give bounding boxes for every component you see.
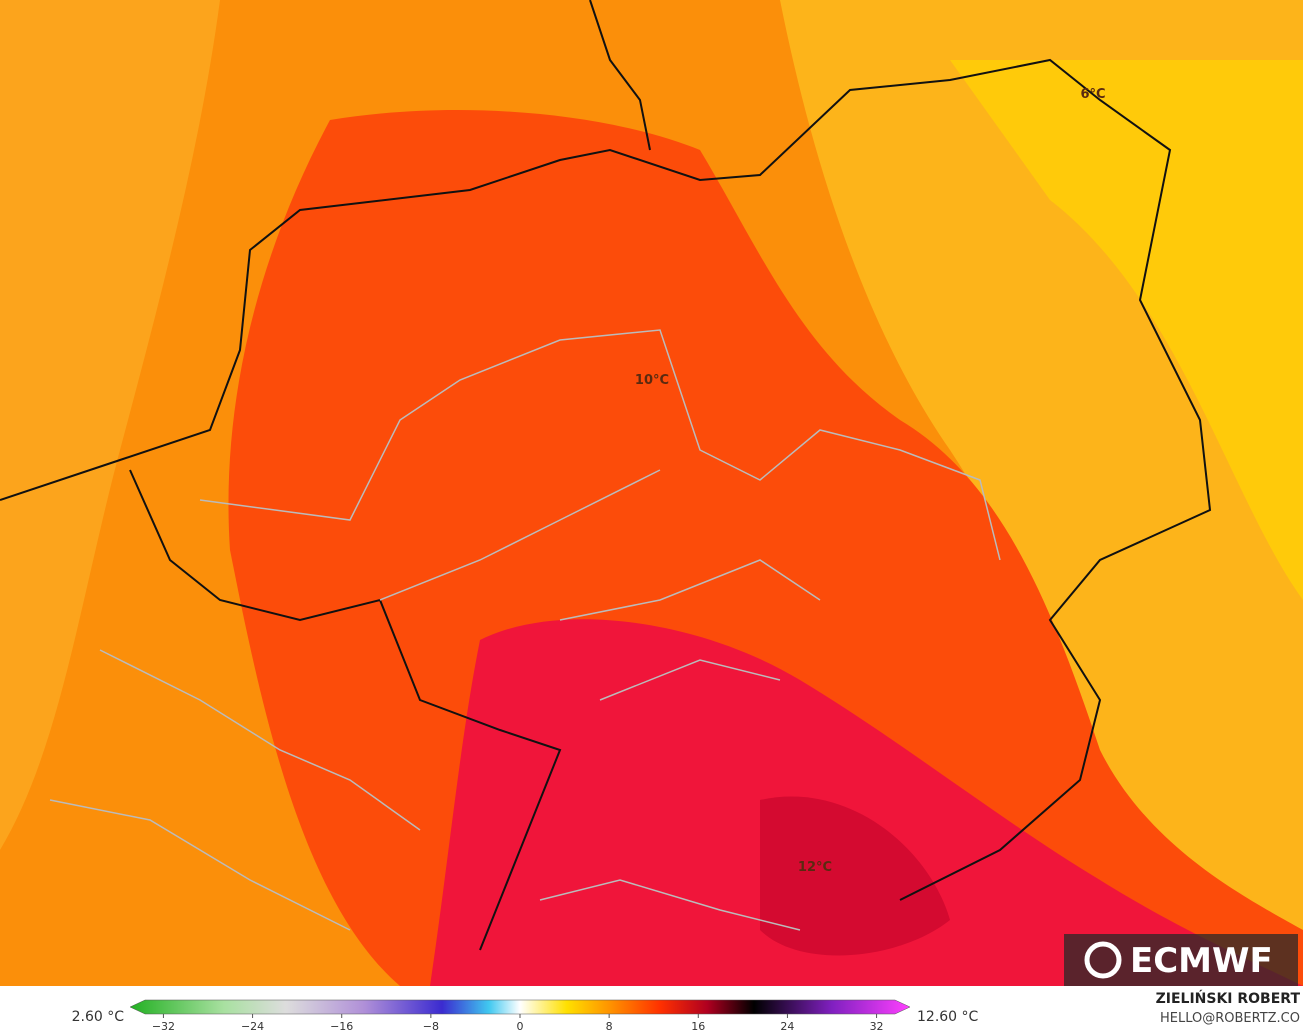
cool-area bbox=[0, 0, 220, 850]
isotherm-label: 6°C bbox=[1080, 87, 1105, 102]
credit-author: ZIELIŃSKI ROBERT bbox=[1156, 989, 1301, 1007]
legend: 2.60 °C 12.60 °C −32 −24 −16 −8 0 8 16 24 32 bbox=[72, 999, 979, 1033]
coldest-area bbox=[950, 60, 1303, 600]
tick-label: 0 bbox=[517, 1020, 524, 1033]
isotherm-label: 10°C bbox=[635, 373, 669, 388]
isotherm-label: 12°C bbox=[798, 860, 832, 875]
tick-label: 24 bbox=[780, 1020, 794, 1033]
credit-contact: HELLO@ROBERTZ.CO bbox=[1160, 1011, 1300, 1026]
tick-label: 8 bbox=[606, 1020, 613, 1033]
tick-label: 32 bbox=[870, 1020, 884, 1033]
colorbar bbox=[129, 999, 911, 1015]
tick-label: −32 bbox=[152, 1020, 175, 1033]
legend-max: 12.60 °C bbox=[917, 1009, 979, 1025]
tick-label: −24 bbox=[241, 1020, 264, 1033]
tick-label: −8 bbox=[423, 1020, 439, 1033]
legend-min: 2.60 °C bbox=[72, 1009, 125, 1025]
map: 6°C 10°C 12°C ECMWF bbox=[0, 0, 1303, 986]
warmest-core bbox=[760, 796, 950, 956]
logo-icon bbox=[1084, 941, 1122, 979]
tick-label: 16 bbox=[691, 1020, 705, 1033]
logo-text: ECMWF bbox=[1130, 941, 1273, 981]
warmest-area bbox=[430, 619, 1303, 986]
tick-label: −16 bbox=[330, 1020, 353, 1033]
